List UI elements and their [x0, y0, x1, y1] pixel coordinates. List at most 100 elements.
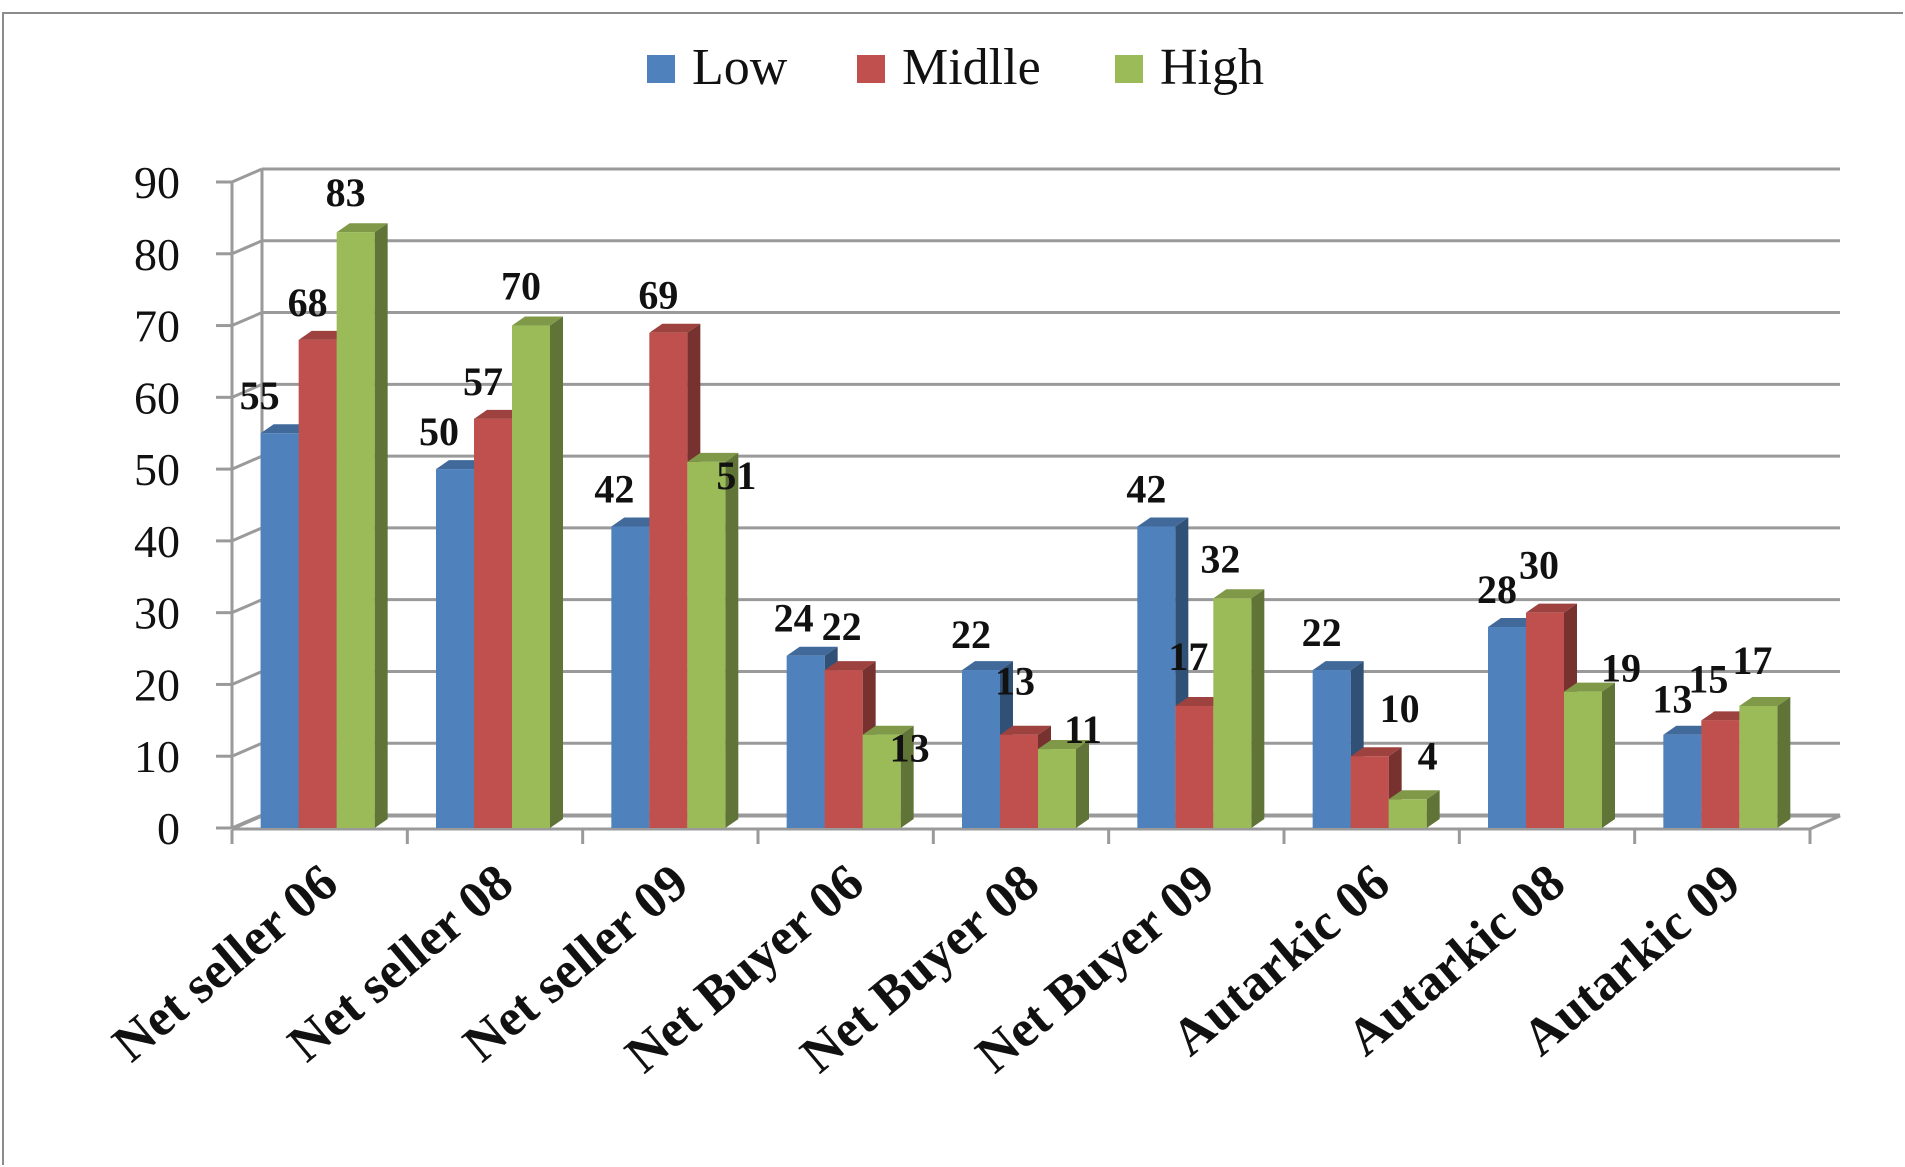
ytick-label-60: 60: [134, 372, 180, 423]
value-label-net-buyer-09-low: 42: [1126, 467, 1166, 512]
value-label-net-buyer-06-high: 13: [890, 726, 930, 771]
value-label-net-seller-09-high: 51: [716, 453, 756, 498]
gridline-side-20: [231, 670, 263, 686]
value-label-autarkic-06-low: 22: [1302, 610, 1342, 655]
gridline-side-70: [231, 311, 263, 327]
bar-front: [1701, 720, 1740, 828]
bar-side: [1777, 696, 1791, 828]
legend-swatch-low: [647, 55, 675, 83]
value-label-net-buyer-06-midlle: 22: [822, 604, 862, 649]
bar-front: [474, 418, 512, 828]
value-label-net-seller-09-low: 42: [594, 467, 634, 512]
gridline-side-30: [231, 598, 263, 615]
bar-front: [1526, 612, 1564, 828]
chart-frame: [2, 12, 1903, 1165]
gridline-side-90: [231, 167, 263, 184]
legend-swatch-high: [1115, 55, 1143, 83]
gridline-side-80: [231, 239, 263, 256]
bar-front: [512, 325, 550, 828]
legend: Low Midlle High: [647, 39, 1264, 96]
bar-autarkic-08-high: [1564, 682, 1615, 828]
value-label-autarkic-09-low: 13: [1652, 677, 1692, 722]
bar-front: [611, 526, 650, 828]
value-label-net-buyer-08-midlle: 13: [995, 659, 1035, 704]
bar-top: [336, 223, 388, 233]
bar-front: [1312, 670, 1351, 828]
value-label-autarkic-08-low: 28: [1477, 567, 1517, 612]
value-label-autarkic-09-high: 17: [1732, 638, 1772, 683]
bar-top: [824, 661, 876, 671]
bar-autarkic-09-high: [1739, 696, 1791, 828]
bar-front: [1739, 705, 1778, 828]
bar-front: [649, 332, 688, 828]
value-label-net-seller-08-midlle: 57: [463, 359, 503, 404]
value-label-autarkic-06-high: 4: [1418, 733, 1438, 778]
bar-front: [824, 670, 863, 828]
bar-front: [1564, 691, 1602, 828]
ytick-label-10: 10: [134, 731, 180, 782]
bar-top: [1564, 682, 1615, 692]
value-label-net-seller-06-low: 55: [240, 373, 280, 418]
bar-top: [649, 323, 701, 333]
bar-top: [786, 646, 838, 656]
legend-label-midlle: Midlle: [902, 39, 1041, 96]
bar-front: [298, 339, 337, 828]
gridline-side-0: [231, 813, 263, 830]
bar-top: [1312, 661, 1364, 671]
bar-autarkic-06-high: [1388, 790, 1440, 828]
bar-front: [1663, 734, 1702, 828]
bar-net-seller-06-high: [336, 223, 388, 828]
bar-net-seller-09-high: [687, 452, 739, 828]
value-label-net-seller-08-high: 70: [501, 264, 541, 309]
gridline-side-10: [231, 741, 263, 758]
value-label-net-seller-06-high: 83: [326, 170, 366, 215]
bar-top: [862, 725, 914, 735]
bar-top: [1388, 790, 1440, 800]
legend-label-high: High: [1160, 39, 1264, 96]
bar-top: [1038, 740, 1089, 750]
bar-front: [1488, 627, 1526, 828]
bar-front: [1213, 598, 1252, 828]
bar-top: [512, 316, 563, 326]
y-axis-ticks: 0 10 20 30 40 50 60 70 80 90: [134, 157, 180, 854]
ytick-label-20: 20: [134, 659, 180, 710]
bar-side: [725, 452, 739, 828]
bar-side: [1602, 682, 1615, 828]
value-label-net-buyer-08-low: 22: [951, 612, 991, 657]
ytick-label-80: 80: [134, 229, 180, 280]
ytick-label-50: 50: [134, 444, 180, 495]
bar-top: [1000, 725, 1051, 735]
bar-top: [962, 661, 1013, 671]
bar-side: [900, 725, 914, 828]
gridline-side-50: [231, 454, 263, 471]
ytick-label-0: 0: [157, 803, 180, 854]
gridline-side-60: [231, 382, 263, 399]
bar-side: [1426, 790, 1440, 828]
bar-top: [1526, 603, 1577, 613]
bar-front: [862, 734, 901, 828]
bar-front: [1388, 799, 1427, 828]
value-label-net-seller-06-midlle: 68: [288, 280, 328, 325]
value-label-net-buyer-09-midlle: 17: [1168, 634, 1208, 679]
ytick-label-90: 90: [134, 157, 180, 208]
bar-net-seller-08-high: [512, 316, 563, 828]
bar-top: [1739, 696, 1791, 706]
value-label-net-seller-09-midlle: 69: [638, 273, 678, 318]
bars: [260, 223, 1791, 828]
bar-front: [1137, 526, 1176, 828]
bar-side: [1076, 740, 1089, 828]
value-label-autarkic-08-midlle: 30: [1519, 543, 1559, 588]
value-label-net-buyer-09-high: 32: [1200, 536, 1240, 581]
bar-top: [687, 452, 739, 462]
bar-top: [1350, 747, 1402, 757]
bar-front: [260, 433, 299, 828]
bar-side: [374, 223, 388, 828]
legend-label-low: Low: [692, 39, 788, 96]
ytick-label-70: 70: [134, 301, 180, 352]
bar-net-buyer-08-high: [1038, 740, 1089, 828]
value-label-net-buyer-08-high: 11: [1064, 707, 1102, 752]
bar-net-buyer-06-high: [862, 725, 914, 828]
ytick-label-30: 30: [134, 588, 180, 639]
